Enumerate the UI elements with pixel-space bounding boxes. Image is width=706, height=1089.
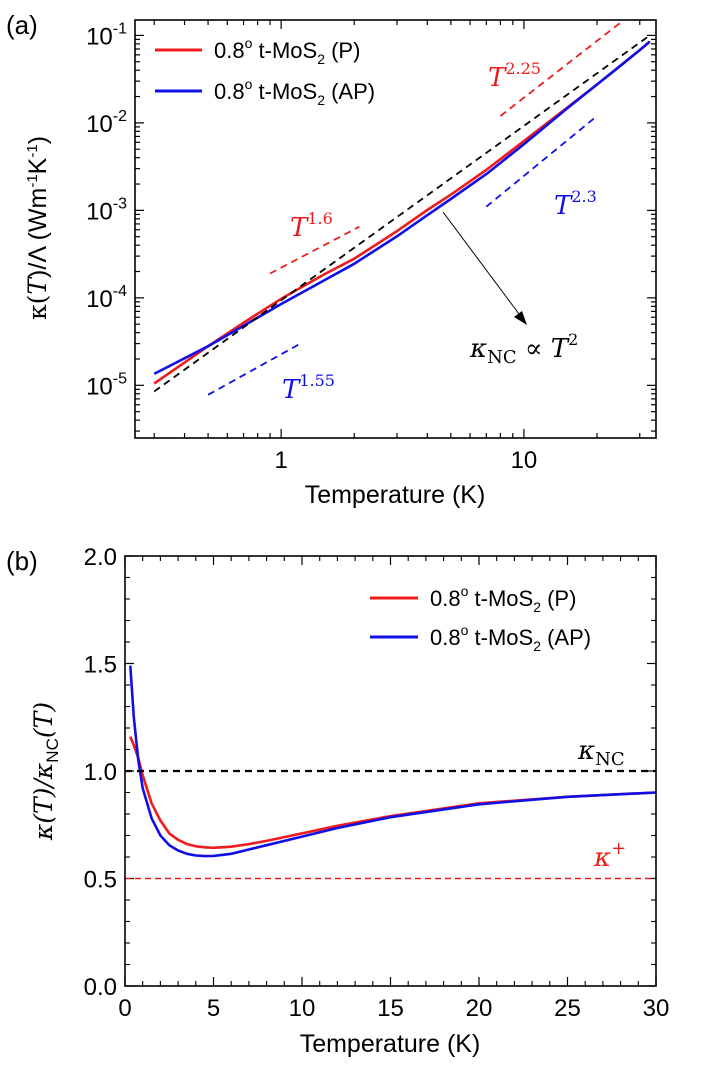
panel-b-series — [125, 665, 657, 880]
annotation-t155: T1.55 — [282, 371, 335, 405]
annotation-t23: T2.3 — [554, 187, 597, 221]
panel-b-xtick-label: 25 — [554, 995, 581, 1022]
panel-b-legend: 0.8o t-MoS2 (P) 0.8o t-MoS2 (AP) — [370, 583, 591, 654]
panel-a-xlabel: Temperature (K) — [305, 481, 486, 509]
panel-a-ylabel-p3: -1 — [24, 174, 41, 187]
panel-b-xtick-label: 10 — [289, 995, 316, 1022]
panel-b-ytick-label: 1.5 — [84, 652, 117, 679]
panel-a-ytick-label: 10-5 — [86, 370, 127, 400]
panel-b-ticks: 0 5 10 15 20 25 30 0.0 0.5 1.0 1.5 2.0 — [84, 544, 670, 1022]
panel-a-ylabel-p6: ) — [24, 136, 52, 144]
panel-b-ylabel: κ(T)/κNC(T) — [29, 702, 62, 841]
panel-b-legend-label-ap: 0.8o t-MoS2 (AP) — [430, 622, 591, 654]
panel-b-xtick-label: 15 — [377, 995, 404, 1022]
panel-a-ylabel: κ(T)/Λ (Wm-1K-1) — [23, 136, 52, 320]
panel-b-xtick-label: 5 — [207, 995, 220, 1022]
annotation-knc-arrow — [442, 211, 527, 325]
panel-a-legend: 0.8o t-MoS2 (P) 0.8o t-MoS2 (AP) — [155, 35, 375, 108]
panel-a-series-2 — [153, 34, 651, 393]
panel-a-ylabel-p0: κ( — [23, 295, 52, 320]
panel-a-ytick-label: 10-2 — [86, 108, 127, 138]
panel-b-ytick-label: 1.0 — [84, 759, 117, 786]
panel-b-xtick-label: 20 — [466, 995, 493, 1022]
panel-a-xtick-label: 1 — [274, 447, 287, 474]
panel-a-series-5 — [269, 225, 360, 275]
panel-a-series-3 — [499, 21, 622, 117]
panel-b-ytick-label: 2.0 — [84, 544, 117, 571]
panel-b: (b) 0 5 10 15 20 25 30 0.0 0.5 1.0 1.5 2.0 κ(T)/κNC… — [6, 544, 669, 1058]
panel-b-xlabel: Temperature (K) — [300, 1030, 481, 1058]
panel-a-legend-label-p: 0.8o t-MoS2 (P) — [214, 35, 360, 67]
annotation-b-knc: κNC — [577, 736, 625, 770]
panel-a-ticks: 1 10 10-5 10-4 10-3 10-2 10-1 — [86, 20, 656, 474]
panel-b-xtick-label: 30 — [643, 995, 670, 1022]
panel-b-legend-label-p: 0.8o t-MoS2 (P) — [430, 583, 576, 615]
panel-b-series-0 — [129, 736, 657, 850]
annotation-t16: T1.6 — [290, 209, 333, 243]
panel-b-label: (b) — [6, 546, 38, 576]
panel-b-series-1 — [129, 665, 657, 858]
panel-a-ytick-label: 10-1 — [86, 20, 127, 50]
panel-a-ylabel-p5: -1 — [24, 144, 41, 157]
panel-a-ytick-label: 10-3 — [86, 195, 127, 225]
panel-a-series — [153, 21, 651, 396]
annotation-knc-prop: κNC ∝ T2 — [469, 330, 578, 368]
panel-a-ytick-label: 10-4 — [86, 283, 127, 313]
panel-a-frame — [134, 19, 657, 439]
panel-a-legend-label-ap: 0.8o t-MoS2 (AP) — [214, 76, 375, 108]
panel-a-ylabel-p1: T — [23, 276, 52, 295]
panel-b-ytick-label: 0.0 — [84, 974, 117, 1001]
panel-a-xtick-label: 10 — [511, 447, 538, 474]
panel-a-series-6 — [207, 342, 301, 396]
panel-a-ylabel-p4: K — [24, 157, 52, 174]
panel-a-label: (a) — [6, 10, 38, 40]
panel-b-frame — [124, 555, 657, 987]
panel-b-ytick-label: 0.5 — [84, 867, 117, 894]
annotation-t225: T2.25 — [488, 59, 541, 93]
annotation-b-kplus: κ+ — [593, 838, 626, 873]
panel-a-ylabel-p2: )/Λ (Wm — [24, 188, 52, 278]
panel-b-xtick-label: 0 — [118, 995, 131, 1022]
